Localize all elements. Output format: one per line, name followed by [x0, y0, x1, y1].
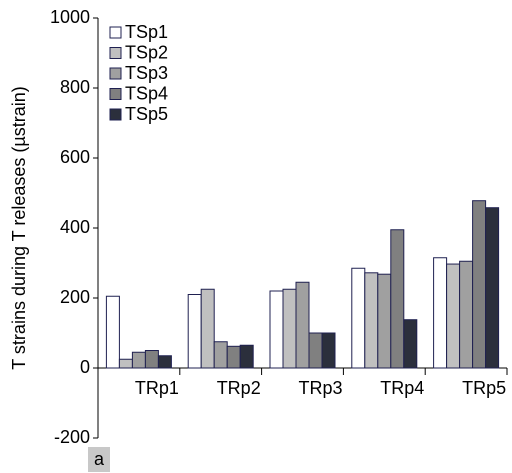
legend-swatch [109, 47, 122, 59]
bar [390, 229, 405, 369]
bar [282, 288, 297, 369]
bar [269, 290, 284, 369]
x-tick-label: TRp1 [135, 378, 179, 398]
x-tick-label: TRp2 [217, 378, 261, 398]
bar [433, 257, 448, 369]
legend-swatch [109, 108, 122, 121]
bar [213, 341, 228, 369]
y-tick-label: -200 [54, 427, 90, 447]
bar [226, 345, 241, 369]
bar [118, 358, 133, 369]
bar [364, 272, 379, 369]
bar [131, 351, 146, 369]
bar [295, 281, 310, 369]
y-tick-label: 600 [60, 147, 90, 167]
bar [144, 350, 159, 369]
x-tick-label: TRp3 [298, 378, 342, 398]
legend-label: TSp5 [125, 104, 168, 124]
bar [321, 332, 336, 369]
bar [472, 200, 487, 369]
legend-label: TSp3 [125, 63, 168, 83]
legend-label: TSp4 [125, 83, 168, 103]
legend-label: TSp2 [125, 42, 168, 62]
bar [351, 267, 366, 369]
legend-swatch [109, 67, 122, 80]
panel-label-box [88, 447, 110, 472]
legend-swatch [109, 88, 122, 100]
bar [446, 263, 461, 369]
bar [200, 288, 215, 369]
bar [187, 294, 202, 369]
bar [377, 273, 392, 369]
x-tick-label: TRp5 [462, 378, 506, 398]
bar [403, 319, 418, 369]
y-axis-label: T strains during T releases (µstrain) [9, 86, 29, 369]
bar [157, 355, 172, 369]
legend-label: TSp1 [125, 22, 168, 42]
panel-label: a [94, 449, 105, 469]
bar [485, 207, 500, 369]
y-tick-label: 400 [60, 217, 90, 237]
y-tick-label: 200 [60, 287, 90, 307]
legend-swatch [109, 26, 122, 39]
x-tick-label: TRp4 [380, 378, 424, 398]
bar [105, 295, 120, 369]
y-tick-label: 800 [60, 77, 90, 97]
bar [459, 260, 474, 369]
y-tick-label: 0 [80, 357, 90, 377]
y-tick-label: 1000 [50, 7, 90, 27]
bar [239, 344, 254, 369]
bar [308, 332, 323, 369]
